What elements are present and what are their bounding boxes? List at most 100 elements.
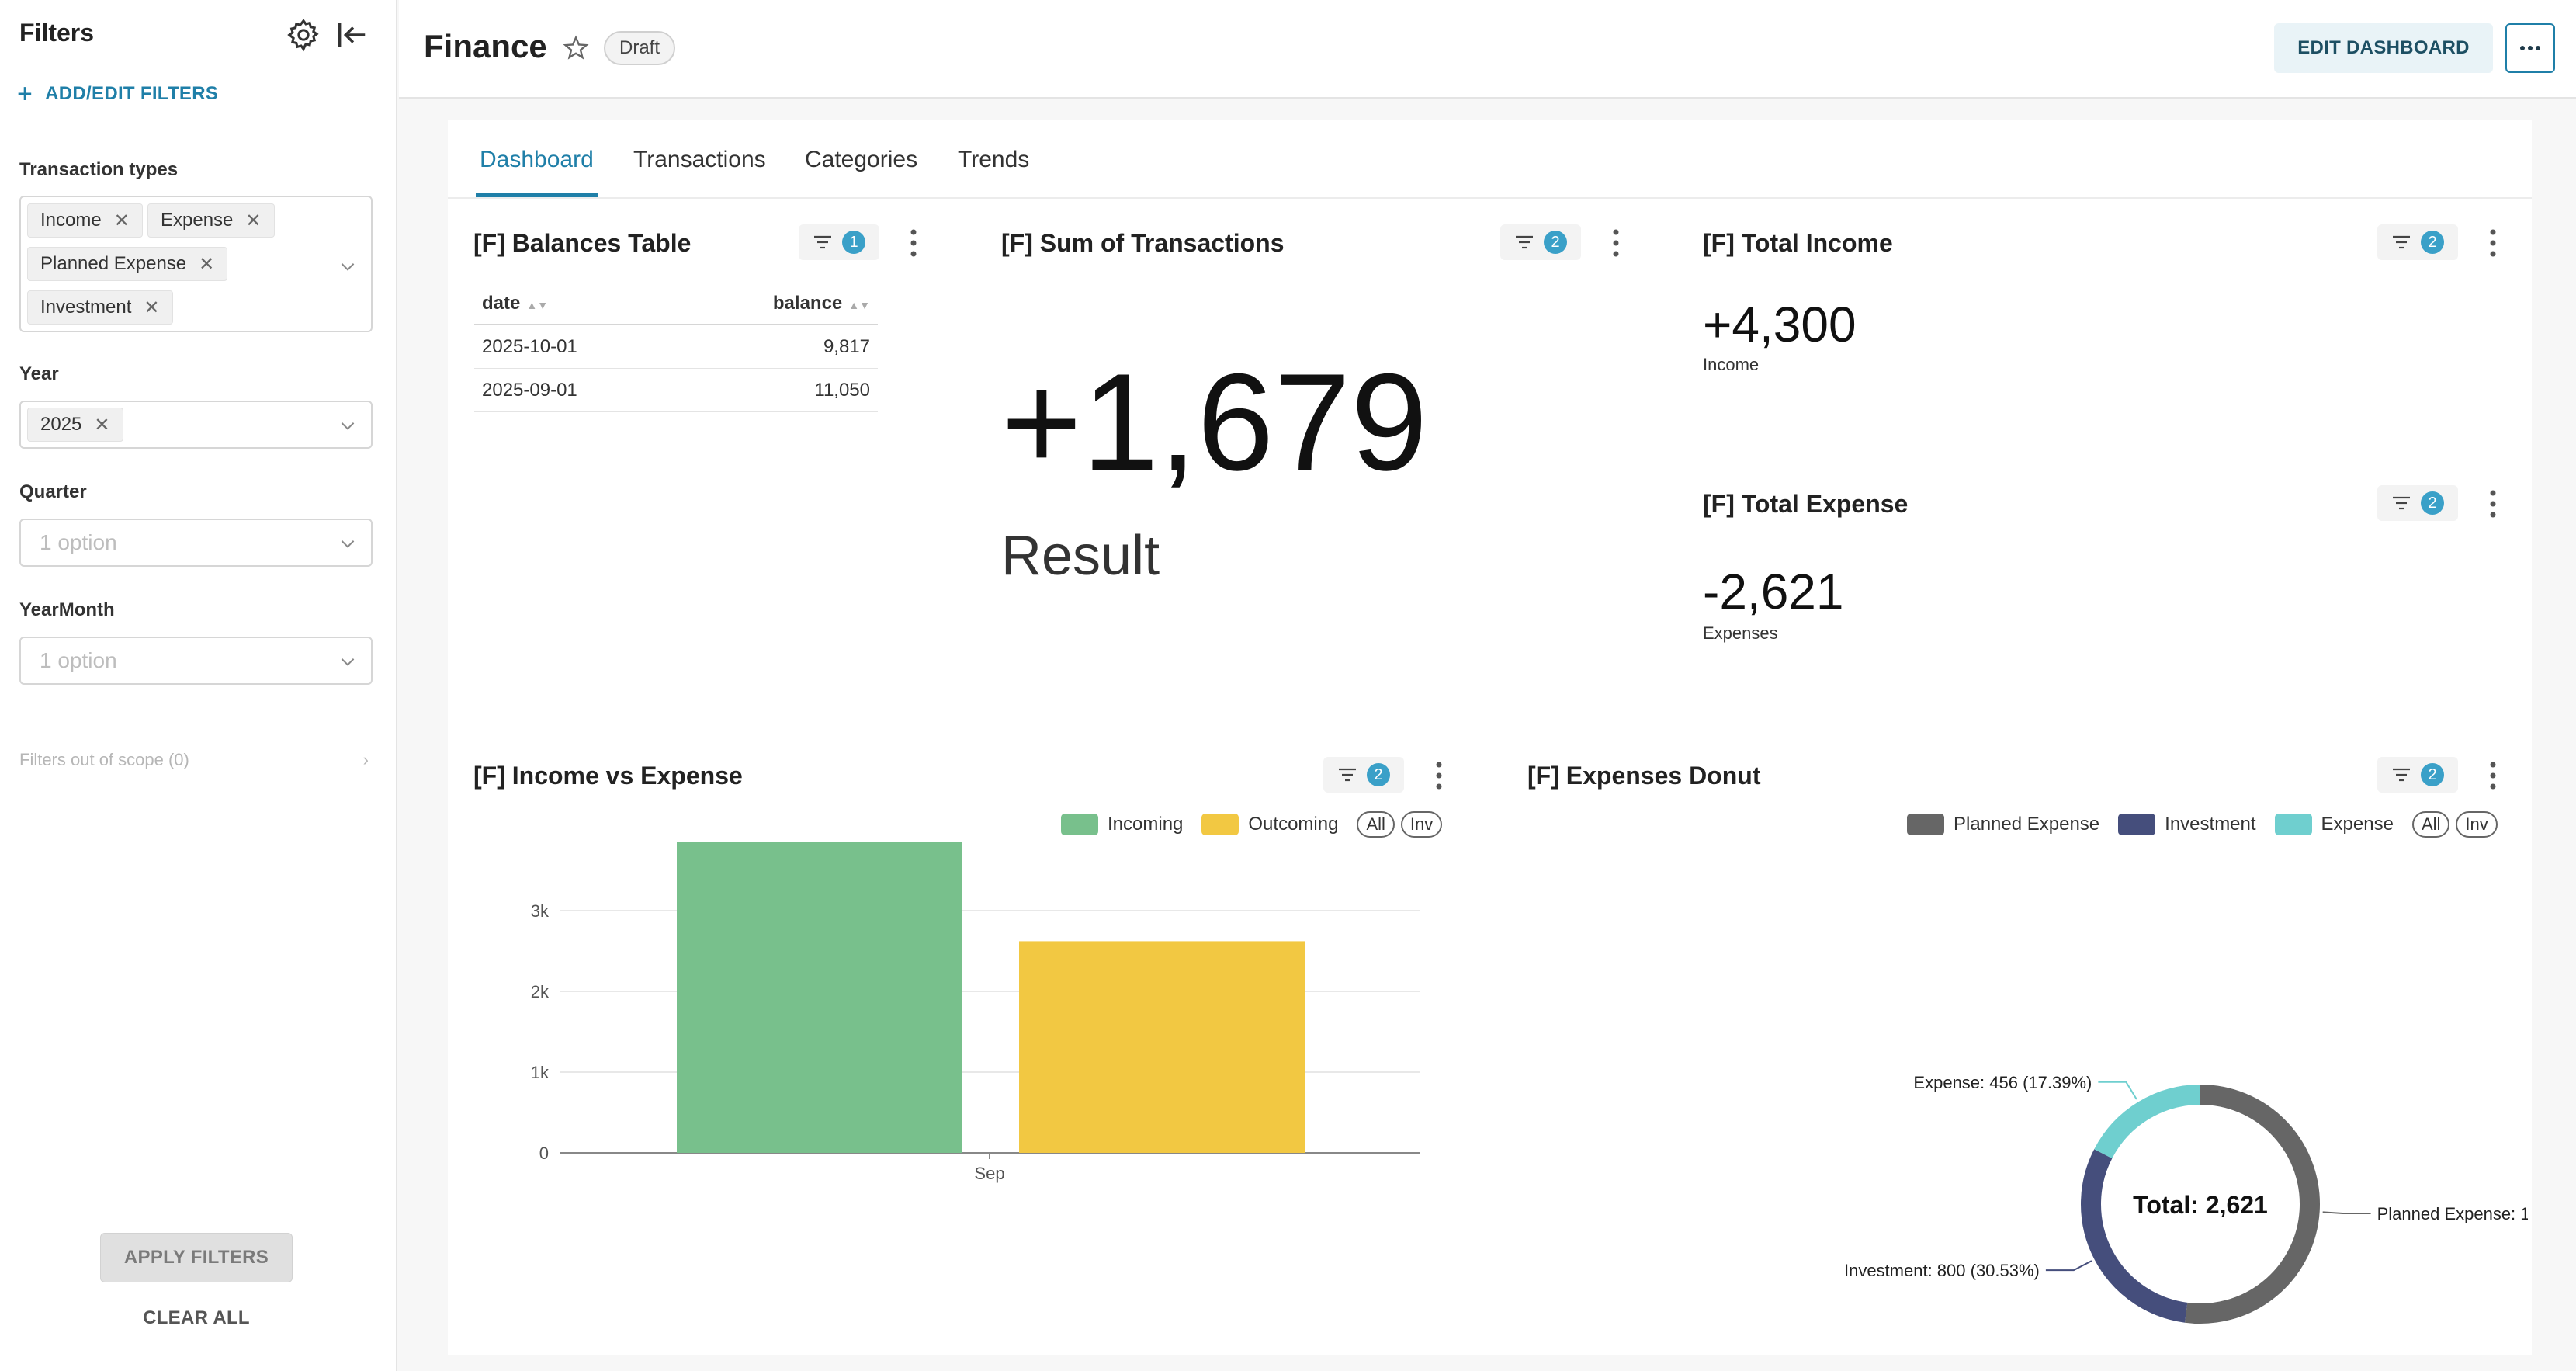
filter-badge[interactable]: 1 [799,224,879,260]
income-vs-expense-card-title: [F] Income vs Expense [473,762,743,790]
tab-categories[interactable]: Categories [805,147,918,172]
chevron-right-icon: › [362,750,369,769]
quarter-select[interactable]: 1 option [19,519,373,567]
sum-label: Result [1001,525,1160,587]
transaction-types-select[interactable]: Income ✕ Expense ✕ Planned Expense ✕ Invest… [19,196,373,332]
sort-icon: ▲▼ [526,299,549,311]
slice-label: Investment: 800 (30.53%) [1844,1261,2040,1280]
bar-chart-legend: Incoming Outcoming All Inv [1061,811,1448,838]
legend-item-incoming[interactable]: Incoming [1061,814,1183,835]
add-edit-filters-label: ADD/EDIT FILTERS [45,83,219,104]
card-menu-icon[interactable] [1434,760,1444,791]
tab-transactions[interactable]: Transactions [633,147,766,172]
legend-swatch [2118,814,2156,835]
filters-sidebar: Filters + ADD/EDIT FILTERS Transaction t… [0,0,397,1371]
donut-center-label: Total: 2,621 [2133,1191,2268,1219]
legend-swatch [1061,814,1098,835]
balances-card-title: [F] Balances Table [473,229,692,257]
income-vs-expense-chart: 01k2k3k4k5kSep [531,842,1420,1183]
legend-select-all-button[interactable]: All [2411,811,2450,838]
filter-count: 2 [2421,763,2444,786]
draft-badge: Draft [604,31,676,65]
slice-label: Expense: 456 (17.39%) [1913,1073,2092,1092]
filter-count: 2 [2421,231,2444,254]
star-icon[interactable] [562,34,590,62]
remove-chip-icon[interactable]: ✕ [113,210,130,231]
bar-outcoming[interactable] [1019,941,1305,1153]
apply-filters-button[interactable]: APPLY FILTERS [100,1233,293,1282]
filter-icon [2393,768,2410,782]
card-menu-icon[interactable] [1610,227,1621,259]
y-tick-label: 2k [531,982,550,1001]
more-options-button[interactable] [2505,23,2555,73]
edit-dashboard-button[interactable]: EDIT DASHBOARD [2274,23,2493,73]
sum-card-title: [F] Sum of Transactions [1001,229,1285,257]
filter-badge[interactable]: 2 [2377,224,2458,260]
quarter-label: Quarter [19,481,87,502]
remove-chip-icon[interactable]: ✕ [94,414,110,436]
filter-icon [1516,235,1533,249]
legend-swatch [1907,814,1944,835]
filter-icon [2393,235,2410,249]
legend-item-outcoming[interactable]: Outcoming [1201,814,1338,835]
filter-badge[interactable]: 2 [1500,224,1581,260]
dashboard-content: Dashboard Transactions Categories Trends… [448,120,2532,1355]
table-row: 2025-09-01 11,050 [474,369,878,412]
collapse-sidebar-icon[interactable] [334,17,369,53]
donut-slice-investment[interactable] [2081,1149,2188,1323]
year-select[interactable]: 2025 ✕ [19,401,373,449]
donut-slice-planned-expense[interactable] [2184,1085,2320,1324]
filter-badge[interactable]: 2 [2377,757,2458,793]
legend-invert-button[interactable]: Inv [1400,811,1443,838]
expense-label: Expenses [1703,623,1778,643]
chip-investment: Investment ✕ [27,290,173,325]
gear-icon[interactable] [286,17,321,53]
column-header-date[interactable]: date ▲▼ [482,293,549,314]
card-menu-icon[interactable] [2488,488,2498,519]
chevron-down-icon [341,540,355,548]
income-value: +4,300 [1703,297,1857,352]
y-tick-label: 1k [531,1063,550,1082]
chip-2025: 2025 ✕ [27,408,123,442]
filter-badge[interactable]: 2 [2377,485,2458,521]
more-horizontal-icon [2520,46,2540,50]
donut-slice-expense[interactable] [2094,1085,2201,1159]
legend-swatch [2274,814,2312,835]
card-menu-icon[interactable] [908,227,919,259]
donut-legend: Planned Expense Investment Expense All I… [1907,811,2504,838]
legend-item-investment[interactable]: Investment [2118,814,2256,835]
legend-select-all-button[interactable]: All [1357,811,1395,838]
tab-trends[interactable]: Trends [958,147,1030,172]
sidebar-title: Filters [19,19,95,47]
bar-incoming[interactable] [677,842,962,1153]
dashboard-header: Finance Draft EDIT DASHBOARD [399,0,2576,99]
remove-chip-icon[interactable]: ✕ [245,210,262,231]
expenses-donut-chart: Planned Expense: 1,365 (52.08%) Investmen… [1844,1073,2528,1324]
plus-icon: + [17,79,33,109]
column-header-balance[interactable]: balance ▲▼ [772,293,870,314]
card-menu-icon[interactable] [2488,760,2498,791]
clear-all-button[interactable]: CLEAR ALL [143,1307,250,1328]
chip-planned-expense: Planned Expense ✕ [27,247,228,281]
add-edit-filters-button[interactable]: + ADD/EDIT FILTERS [17,81,218,107]
tab-dashboard[interactable]: Dashboard [480,147,594,172]
income-card-title: [F] Total Income [1703,229,1893,257]
sum-value: +1,679 [1001,345,1428,499]
filters-out-of-scope[interactable]: Filters out of scope (0) › [19,750,369,769]
legend-item-expense[interactable]: Expense [2274,814,2394,835]
card-menu-icon[interactable] [2488,227,2498,259]
year-label: Year [19,363,59,384]
x-tick-label: Sep [974,1164,1004,1183]
legend-invert-button[interactable]: Inv [2456,811,2498,838]
remove-chip-icon[interactable]: ✕ [144,297,160,318]
remove-chip-icon[interactable]: ✕ [199,253,215,275]
filter-count: 1 [842,231,865,254]
legend-item-planned-expense[interactable]: Planned Expense [1907,814,2099,835]
filter-badge[interactable]: 2 [1323,757,1404,793]
expense-value: -2,621 [1703,564,1844,620]
donut-card-title: [F] Expenses Donut [1527,762,1761,790]
filter-icon [1339,768,1356,782]
sort-icon: ▲▼ [848,299,870,311]
yearmonth-select[interactable]: 1 option [19,637,373,685]
y-tick-label: 3k [531,901,550,921]
